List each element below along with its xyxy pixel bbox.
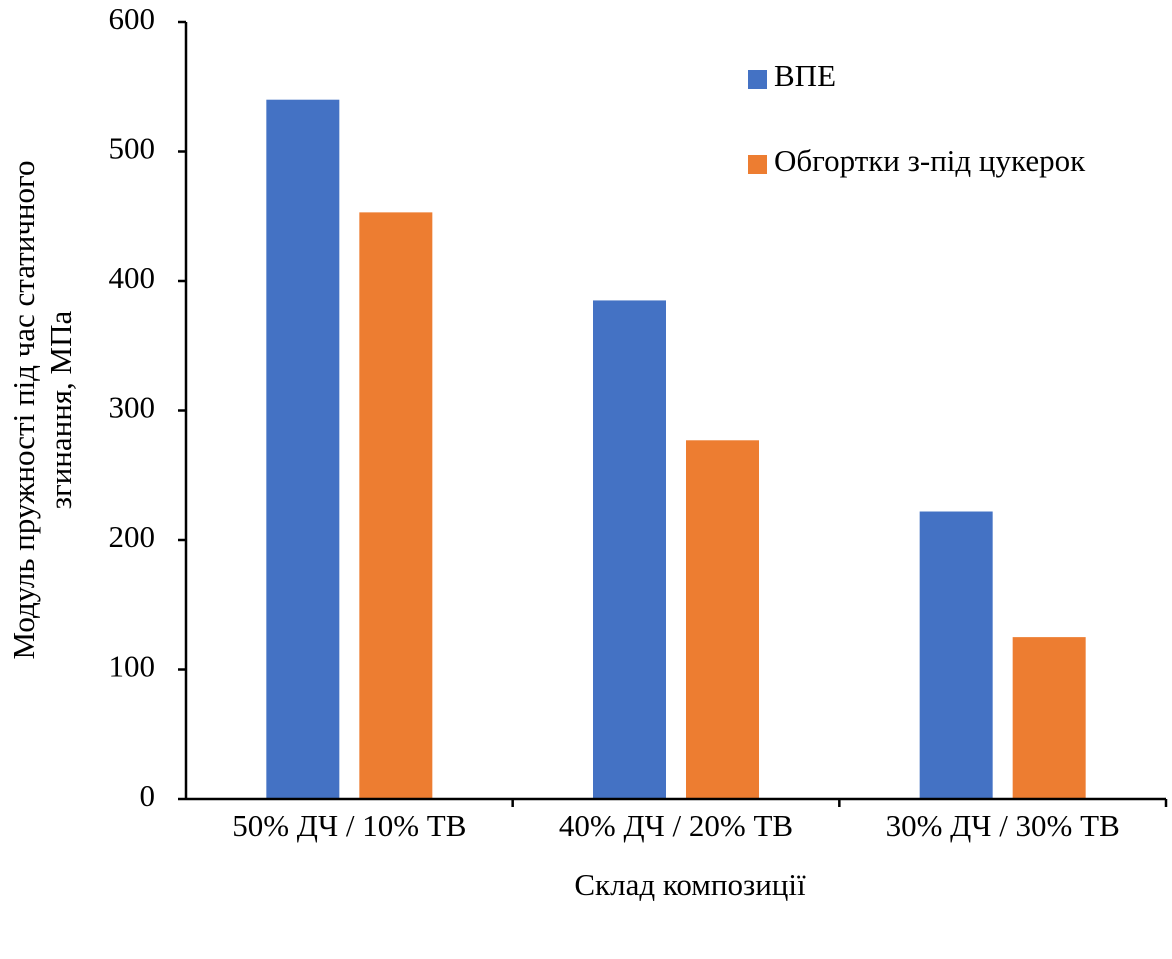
x-tick-label: 40% ДЧ / 20% ТВ [559, 808, 793, 843]
x-axis-title: Склад композиції [574, 867, 806, 902]
legend-label: Обгортки з-під цукерок [774, 143, 1086, 178]
y-axis-title: Модуль пружності під час статичного [6, 161, 41, 660]
bar [266, 99, 340, 799]
y-tick-label: 100 [109, 649, 156, 684]
legend-swatch [748, 70, 767, 89]
bar [1012, 637, 1086, 799]
legend-swatch [748, 155, 767, 174]
bar [593, 300, 666, 799]
y-tick-label: 200 [109, 519, 156, 554]
y-tick-label: 600 [109, 1, 156, 36]
x-tick-label: 50% ДЧ / 10% ТВ [232, 808, 466, 843]
y-tick-label: 0 [140, 778, 156, 813]
y-tick-label: 400 [109, 260, 156, 295]
bar [919, 511, 993, 799]
bar [686, 440, 759, 799]
y-tick-label: 500 [109, 131, 156, 166]
y-tick-label: 300 [109, 390, 156, 425]
x-tick-label: 30% ДЧ / 30% ТВ [886, 808, 1120, 843]
bar [359, 212, 433, 800]
y-axis-title: згинання, МПа [43, 310, 78, 509]
legend-label: ВПЕ [774, 58, 836, 93]
